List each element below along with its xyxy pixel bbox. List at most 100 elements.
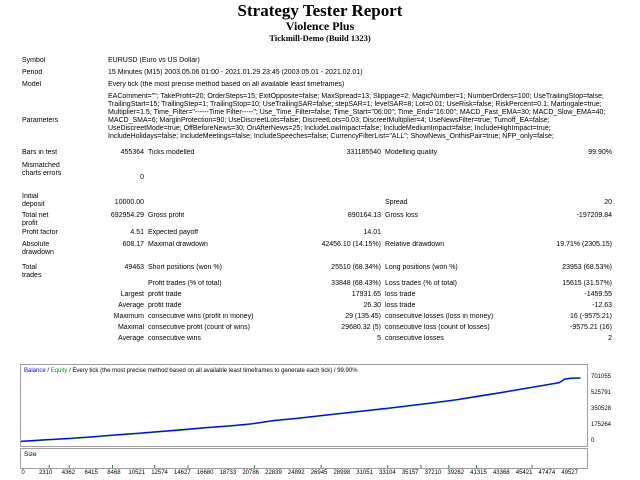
x-tick-label: 12574 bbox=[151, 470, 168, 476]
largest-lt-value: -1459.55 bbox=[584, 291, 613, 298]
size-label: Size bbox=[24, 451, 37, 458]
x-tick-label: 39262 bbox=[447, 470, 465, 476]
netprofit-value: 692954.29 bbox=[110, 212, 144, 219]
size-chart: Size bbox=[20, 448, 588, 469]
legend-rest: / Every tick (the most precise method ba… bbox=[69, 368, 358, 374]
trades-row: Total trades 49463 Short positions (won … bbox=[20, 261, 614, 280]
size-bar bbox=[448, 465, 450, 468]
grossprofit-label: Gross profit bbox=[148, 212, 185, 219]
expert-name: Violence Plus bbox=[285, 19, 355, 33]
spread-label: Spread bbox=[385, 198, 408, 206]
payoff-value: 14.01 bbox=[363, 229, 381, 236]
x-tick-label: 16680 bbox=[196, 470, 214, 476]
size-bar bbox=[387, 465, 389, 468]
maxdd-label: Maximal drawdown bbox=[148, 241, 208, 248]
netprofit-label: Total net profit bbox=[22, 212, 49, 227]
ltrades-label: Loss trades (% of total) bbox=[385, 280, 457, 287]
symbol-row: Symbol EURUSD (Euro vs US Dollar) bbox=[20, 57, 614, 69]
x-tick-label: 31051 bbox=[356, 470, 373, 476]
x-tick-label: 18733 bbox=[219, 470, 237, 476]
largest-lt-label: loss trade bbox=[385, 291, 416, 298]
legend-equity: Equity bbox=[50, 368, 68, 374]
maximal-cp-label: consecutive profit (count of wins) bbox=[148, 324, 250, 331]
model-row: Model Every tick (the most precise metho… bbox=[20, 81, 614, 93]
size-bar bbox=[187, 465, 189, 468]
average-pt-label: profit trade bbox=[148, 302, 182, 309]
largest-label: Largest bbox=[120, 291, 144, 298]
mismatch-label: Mismatched charts errors bbox=[22, 162, 62, 177]
size-bar bbox=[48, 465, 50, 468]
symbol-value: EURUSD (Euro vs US Dollar) bbox=[108, 57, 200, 64]
max-cw-label: consecutive wins (profit in money) bbox=[148, 313, 254, 320]
server-name: Tickmill-Demo (Build 1323) bbox=[269, 33, 371, 43]
bars-label: Bars in test bbox=[22, 149, 58, 156]
x-tick-label: 24892 bbox=[287, 470, 305, 476]
maximal-label: Maximal bbox=[117, 324, 144, 331]
size-bar bbox=[68, 465, 70, 468]
mismatch-value: 0 bbox=[140, 173, 144, 181]
x-tick-label: 37210 bbox=[424, 470, 442, 476]
parameters-value: EAComment=""; TakeProfit=20; OrderSteps=… bbox=[108, 93, 606, 140]
legend-balance: Balance bbox=[24, 368, 46, 374]
y-tick-label: 0 bbox=[591, 438, 595, 445]
y-axis: 701055 525791 350528 175264 0 bbox=[588, 364, 628, 449]
trades-value: 49463 bbox=[124, 264, 144, 271]
deposit-value: 10000.00 bbox=[114, 198, 144, 206]
size-bar bbox=[254, 465, 256, 468]
avg-cl-value: 2 bbox=[608, 335, 613, 342]
maximum-row: Maximum consecutive wins (profit in mone… bbox=[20, 313, 614, 324]
bars-value: 455364 bbox=[120, 149, 144, 156]
x-tick-label: 10521 bbox=[128, 470, 146, 476]
report-table: Symbol EURUSD (Euro vs US Dollar) Period… bbox=[20, 57, 614, 346]
spread-value: 20 bbox=[604, 198, 613, 206]
x-tick-label: 47474 bbox=[538, 470, 556, 476]
ptrades-label: Profit trades (% of total) bbox=[148, 280, 222, 287]
period-value: 15 Minutes (M15) 2003.05.06 01:00 - 2021… bbox=[108, 69, 363, 76]
report-title: Strategy Tester Report bbox=[237, 1, 403, 20]
size-bar bbox=[531, 465, 533, 468]
max-cw-value: 29 (135.45) bbox=[345, 313, 381, 320]
avg-cw-value: 5 bbox=[377, 335, 381, 342]
balance-chart-plot bbox=[21, 377, 581, 443]
x-tick-label: 8468 bbox=[107, 470, 121, 476]
x-tick-label: 45421 bbox=[515, 470, 533, 476]
x-tick-label: 41315 bbox=[470, 470, 487, 476]
short-label: Short positions (won %) bbox=[148, 264, 222, 271]
x-tick-label: 43368 bbox=[492, 470, 510, 476]
largest-row: Largest profit trade 17931.65 loss trade… bbox=[20, 291, 614, 302]
y-tick-label: 525791 bbox=[591, 389, 612, 396]
mismatch-row: Mismatched charts errors 0 bbox=[20, 162, 614, 193]
x-tick-label: 4362 bbox=[61, 470, 76, 476]
grossprofit-value: 890164.13 bbox=[347, 212, 381, 219]
payoff-label: Expected payoff bbox=[148, 229, 199, 236]
maximal-cl-value: -9575.21 (16) bbox=[569, 324, 613, 331]
long-label: Long positions (won %) bbox=[385, 264, 458, 271]
maximum-label: Maximum bbox=[113, 313, 144, 320]
maximal-cp-value: 29680.32 (5) bbox=[341, 324, 381, 331]
short-value: 25510 (68.34%) bbox=[331, 264, 381, 271]
chart-legend: Balance / Equity / Every tick (the most … bbox=[24, 367, 358, 375]
reldd-label: Relative drawdown bbox=[385, 241, 445, 248]
symbol-label: Symbol bbox=[22, 57, 46, 64]
avg2-label: Average bbox=[118, 335, 144, 342]
average-pt-value: 26.30 bbox=[363, 302, 381, 309]
report-header: Strategy Tester Report Violence Plus Tic… bbox=[0, 0, 640, 44]
balance-chart: Balance / Equity / Every tick (the most … bbox=[20, 364, 588, 447]
deposit-label: Initial deposit bbox=[22, 193, 45, 208]
drawdown-row: Absolute drawdown 608.17 Maximal drawdow… bbox=[20, 241, 614, 261]
long-value: 23953 (68.53%) bbox=[562, 264, 613, 271]
quality-label: Modelling quality bbox=[385, 149, 438, 156]
deposit-row: Initial deposit 10000.00 Spread 20 bbox=[20, 193, 614, 212]
ptrades-value: 33848 (68.43%) bbox=[331, 280, 381, 287]
ticks-label: Ticks modelled bbox=[148, 149, 195, 156]
avg-consec-row: Average consecutive wins 5 consecutive l… bbox=[20, 335, 614, 346]
legend-sep: / bbox=[47, 368, 51, 374]
largest-pt-label: profit trade bbox=[148, 291, 182, 298]
ticks-value: 331185540 bbox=[346, 149, 381, 156]
average-lt-value: -12.63 bbox=[592, 302, 613, 309]
pf-label: Profit factor bbox=[22, 229, 58, 236]
ptrades-row: Profit trades (% of total) 33848 (68.43%… bbox=[20, 280, 614, 291]
x-tick-label: 6415 bbox=[84, 470, 98, 476]
maximal-cl-label: consecutive loss (count of losses) bbox=[385, 324, 490, 331]
pf-value: 4.51 bbox=[130, 229, 144, 236]
